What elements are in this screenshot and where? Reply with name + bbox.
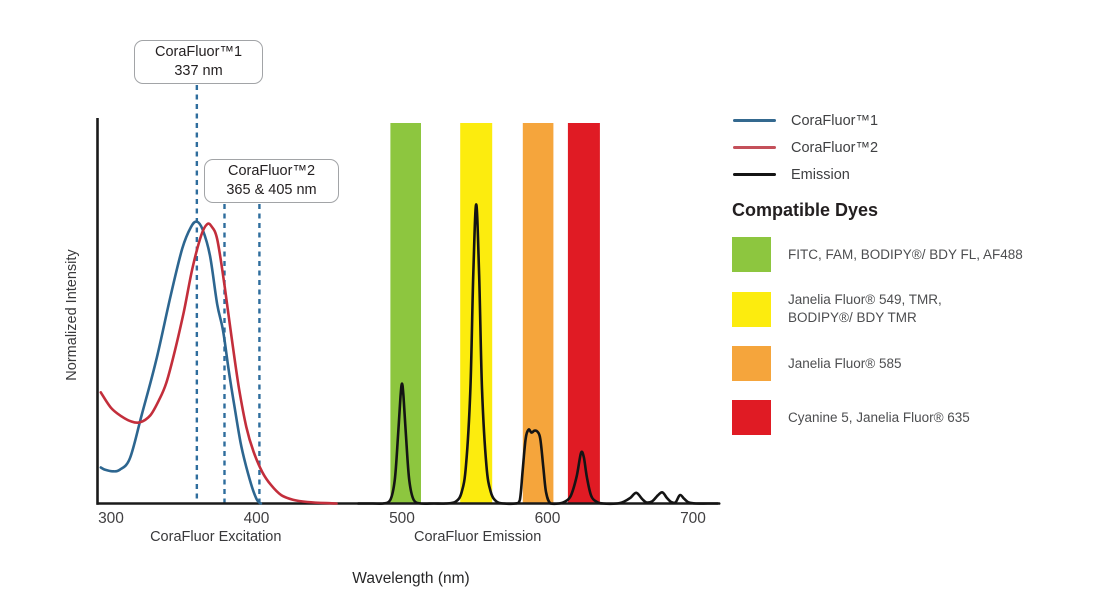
- legend-label: CoraFluor™2: [791, 139, 879, 156]
- compatible-dyes-heading: Compatible Dyes: [732, 200, 879, 220]
- series-emission: [357, 203, 721, 506]
- dye-color-swatch: [732, 291, 771, 327]
- annotation-corafluor1-name: CoraFluor™1: [154, 44, 243, 60]
- dye-label: Cyanine 5, Janelia Fluor® 635: [788, 409, 970, 425]
- x-tick-label-500: 500: [389, 510, 415, 527]
- chart-legend: CoraFluor™1 CoraFluor™2 Emission: [733, 107, 878, 188]
- legend-line-swatch: [733, 173, 776, 176]
- annotation-corafluor1: CoraFluor™1 337 nm: [134, 40, 263, 84]
- dye-label: FITC, FAM, BODIPY®/ BDY FL, AF488: [788, 246, 1023, 262]
- x-axis-title: Wavelength (nm): [352, 570, 469, 587]
- legend-line-swatch: [733, 146, 776, 149]
- orange-band: [522, 123, 554, 503]
- dye-row: Janelia Fluor® 585: [732, 346, 1023, 381]
- series-corafluor1: [99, 220, 263, 505]
- red-band: [567, 123, 600, 503]
- x-tick-label-600: 600: [535, 510, 561, 527]
- region-label-0: CoraFluor Excitation: [150, 529, 281, 545]
- y-axis-title: Normalized Intensity: [64, 249, 80, 381]
- dye-color-swatch: [732, 237, 771, 272]
- legend-label: Emission: [791, 166, 850, 183]
- annotation-corafluor2-name: CoraFluor™2: [227, 163, 316, 179]
- legend-item: CoraFluor™2: [733, 134, 878, 161]
- yellow-band: [460, 123, 493, 503]
- dye-color-swatch: [732, 346, 771, 381]
- legend-line-swatch: [733, 119, 776, 122]
- dye-row: FITC, FAM, BODIPY®/ BDY FL, AF488: [732, 237, 1023, 272]
- dye-row: Cyanine 5, Janelia Fluor® 635: [732, 400, 1023, 435]
- annotation-corafluor2: CoraFluor™2 365 & 405 nm: [204, 159, 339, 203]
- region-label-1: CoraFluor Emission: [414, 529, 541, 545]
- x-tick-label-300: 300: [98, 510, 124, 527]
- legend-item: Emission: [733, 161, 878, 188]
- series-corafluor2: [99, 222, 338, 505]
- legend-label: CoraFluor™1: [791, 112, 879, 129]
- annotation-corafluor2-wavelength: 365 & 405 nm: [226, 182, 317, 198]
- legend-item: CoraFluor™1: [733, 107, 878, 134]
- annotation-corafluor1-wavelength: 337 nm: [174, 63, 223, 79]
- x-tick-label-400: 400: [244, 510, 270, 527]
- dye-color-swatch: [732, 400, 771, 435]
- dye-row: Janelia Fluor® 549, TMR, BODIPY®/ BDY TM…: [732, 291, 1023, 327]
- x-tick-label-700: 700: [680, 510, 706, 527]
- dye-label: Janelia Fluor® 585: [788, 355, 902, 371]
- dye-label: Janelia Fluor® 549, TMR, BODIPY®/ BDY TM…: [788, 292, 942, 325]
- compatible-dyes-list: FITC, FAM, BODIPY®/ BDY FL, AF488 Janelia…: [732, 237, 1023, 454]
